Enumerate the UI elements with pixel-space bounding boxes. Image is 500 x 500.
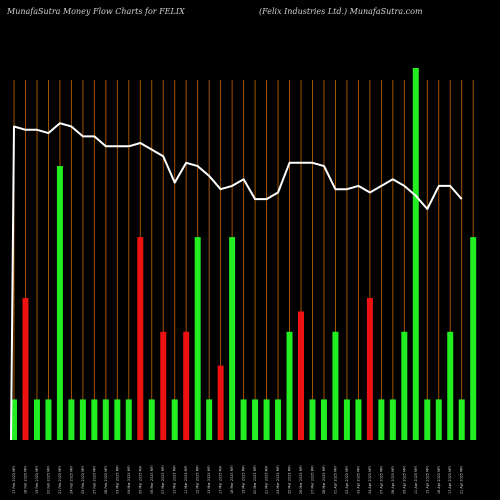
money-flow-bar (470, 237, 477, 440)
money-flow-bar (91, 399, 98, 440)
x-tick-label: 20 Feb 2025 MFI (46, 466, 50, 494)
x-tick-label: 25 Mar 2025 MFI (288, 466, 292, 494)
x-tick-label: 28 Mar 2025 MFI (322, 466, 326, 494)
money-flow-bar (263, 399, 270, 440)
x-tick-label: 16 Apr 2025 MFI (437, 466, 441, 494)
money-flow-bar (424, 399, 431, 440)
x-tick-label: 11 Mar 2025 MFI (184, 466, 188, 494)
price-line (10, 122, 463, 441)
money-flow-bar (286, 331, 293, 440)
money-flow-bar (343, 399, 350, 440)
x-tick-label: 17 Mar 2025 MFI (219, 466, 223, 494)
money-flow-bar (148, 399, 155, 440)
money-flow-bar (435, 399, 442, 440)
money-flow-bar (102, 399, 109, 440)
price-line-layer (10, 122, 463, 441)
x-tick-label: 21 Apr 2025 MFI (460, 466, 464, 494)
money-flow-bar (447, 331, 454, 440)
money-flow-bar (378, 399, 385, 440)
x-tick-label: 07 Apr 2025 MFI (379, 466, 383, 494)
x-tick-label: 09 Apr 2025 MFI (402, 466, 406, 494)
x-tick-label: 17 Apr 2025 MFI (448, 466, 452, 494)
x-tick-label: 15 Apr 2025 MFI (425, 466, 429, 494)
money-flow-bar (22, 297, 29, 440)
money-flow-bar (366, 297, 373, 440)
money-flow-bar (412, 68, 419, 440)
money-flow-bar (125, 399, 132, 440)
x-tick-label: 24 Mar 2025 MFI (276, 466, 280, 494)
money-flow-bar (458, 399, 465, 440)
money-flow-bar (355, 399, 362, 440)
money-flow-bar (320, 399, 327, 440)
x-tick-label: 02 Apr 2025 MFI (345, 466, 349, 494)
x-tick-label: 03 Apr 2025 MFI (356, 466, 360, 494)
money-flow-bar (114, 399, 121, 440)
money-flow-bar (229, 237, 236, 440)
money-flow-bar (217, 365, 224, 440)
money-flow-bar (45, 399, 52, 440)
x-tick-label: 17 Feb 2025 MFI (12, 466, 16, 494)
x-tick-label: 28 Feb 2025 MFI (104, 466, 108, 494)
money-flow-bars (11, 68, 477, 440)
x-tick-label: 08 Apr 2025 MFI (391, 466, 395, 494)
x-tick-label: 12 Mar 2025 MFI (196, 466, 200, 494)
x-tick-label: 13 Mar 2025 MFI (207, 466, 211, 494)
money-flow-bar (137, 237, 144, 440)
money-flow-bar (194, 237, 201, 440)
x-tick-label: 27 Mar 2025 MFI (310, 466, 314, 494)
x-tick-label: 24 Feb 2025 MFI (69, 466, 73, 494)
x-tick-label: 21 Mar 2025 MFI (265, 466, 269, 494)
money-flow-bar (183, 331, 190, 440)
money-flow-bar (240, 399, 247, 440)
x-tick-label: 04 Mar 2025 MFI (127, 466, 131, 494)
money-flow-bar (33, 399, 40, 440)
x-tick-label: 03 Mar 2025 MFI (115, 466, 119, 494)
x-tick-label: 05 Mar 2025 MFI (138, 466, 142, 494)
money-flow-bar (252, 399, 259, 440)
x-tick-label: 10 Mar 2025 MFI (173, 466, 177, 494)
chart-header-left: MunafaSutra Money Flow Charts for FELIX (7, 7, 185, 16)
chart-header-right: (Felix Industries Ltd.) MunafaSutra.com (259, 7, 423, 16)
x-tick-label: 26 Mar 2025 MFI (299, 466, 303, 494)
money-flow-bar (11, 399, 17, 440)
x-tick-label: 21 Feb 2025 MFI (58, 466, 62, 494)
x-tick-label: 18 Feb 2025 MFI (23, 466, 27, 494)
money-flow-bar (206, 399, 213, 440)
money-flow-bar (171, 399, 178, 440)
x-tick-label: 19 Mar 2025 MFI (242, 466, 246, 494)
x-axis-labels: 17 Feb 2025 MFI 18 Feb 2025 MFI 19 Feb 202… (12, 466, 464, 494)
money-flow-bar (79, 399, 86, 440)
x-tick-label: 27 Feb 2025 MFI (92, 466, 96, 494)
money-flow-bar (309, 399, 316, 440)
x-tick-label: 20 Mar 2025 MFI (253, 466, 257, 494)
x-tick-label: 06 Mar 2025 MFI (150, 466, 154, 494)
money-flow-bar (160, 331, 167, 440)
money-flow-bar (389, 399, 396, 440)
x-tick-label: 18 Mar 2025 MFI (230, 466, 234, 494)
x-tick-label: 19 Feb 2025 MFI (35, 466, 39, 494)
x-tick-label: 04 Apr 2025 MFI (368, 466, 372, 494)
money-flow-bar (332, 331, 339, 440)
x-tick-label: 01 Apr 2025 MFI (333, 466, 337, 494)
money-flow-bar (56, 166, 63, 440)
x-tick-label: 07 Mar 2025 MFI (161, 466, 165, 494)
x-tick-label: 11 Apr 2025 MFI (414, 466, 418, 494)
x-tick-label: 25 Feb 2025 MFI (81, 466, 85, 494)
money-flow-bar (68, 399, 75, 440)
money-flow-bar (275, 399, 282, 440)
money-flow-bar (401, 331, 408, 440)
money-flow-bar (298, 311, 304, 440)
